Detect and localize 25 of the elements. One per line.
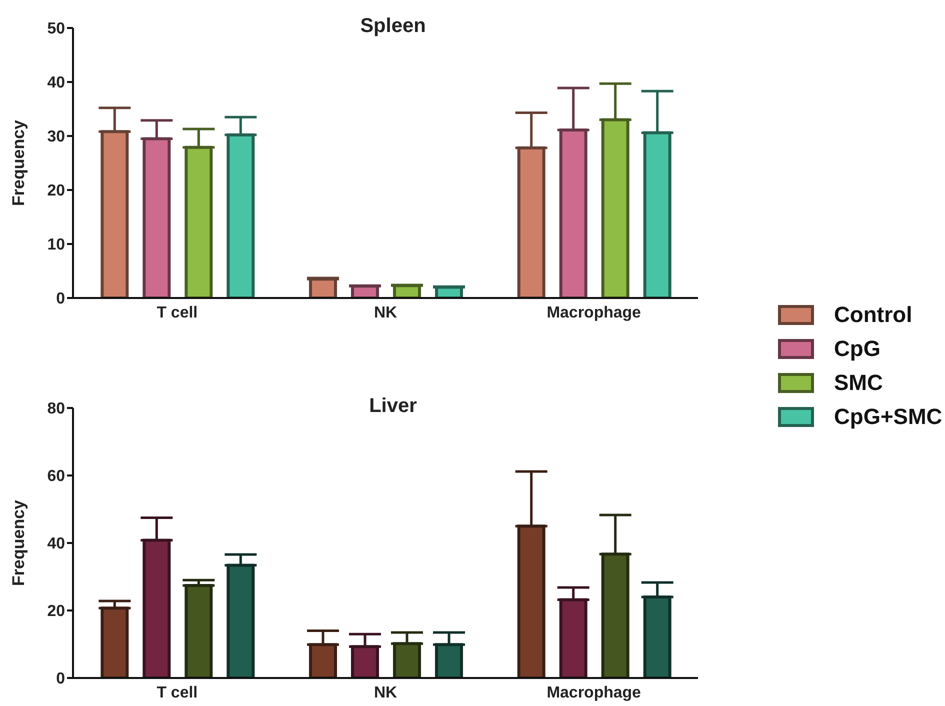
y-tick-label: 10 <box>47 236 66 254</box>
x-tick-label: Macrophage <box>546 304 642 322</box>
y-tick-label: 80 <box>47 400 66 418</box>
y-axis-title: Frequency <box>9 119 28 206</box>
y-tick-label: 20 <box>47 182 66 200</box>
x-tick-label: NK <box>374 304 398 322</box>
y-tick-label: 40 <box>47 74 66 92</box>
legend-label: SMC <box>834 370 883 396</box>
y-tick-label: 0 <box>56 290 66 308</box>
y-tick-label: 0 <box>56 670 66 688</box>
x-tick-label: NK <box>374 684 398 702</box>
x-tick-label: T cell <box>156 304 198 322</box>
y-tick-label: 20 <box>47 603 66 620</box>
legend-label: CpG <box>834 336 880 362</box>
x-tick-label: T cell <box>156 684 198 702</box>
y-tick-label: 30 <box>47 128 66 146</box>
chart-title: Liver <box>369 395 418 417</box>
y-tick-label: 60 <box>47 468 66 486</box>
x-tick-label: Macrophage <box>546 684 642 702</box>
legend-label: Control <box>834 302 912 328</box>
legend-label: CpG+SMC <box>834 404 942 430</box>
y-tick-label: 50 <box>47 20 66 38</box>
chart-title: Spleen <box>360 15 426 37</box>
y-tick-label: 40 <box>47 536 66 553</box>
y-axis-title: Frequency <box>9 499 28 586</box>
